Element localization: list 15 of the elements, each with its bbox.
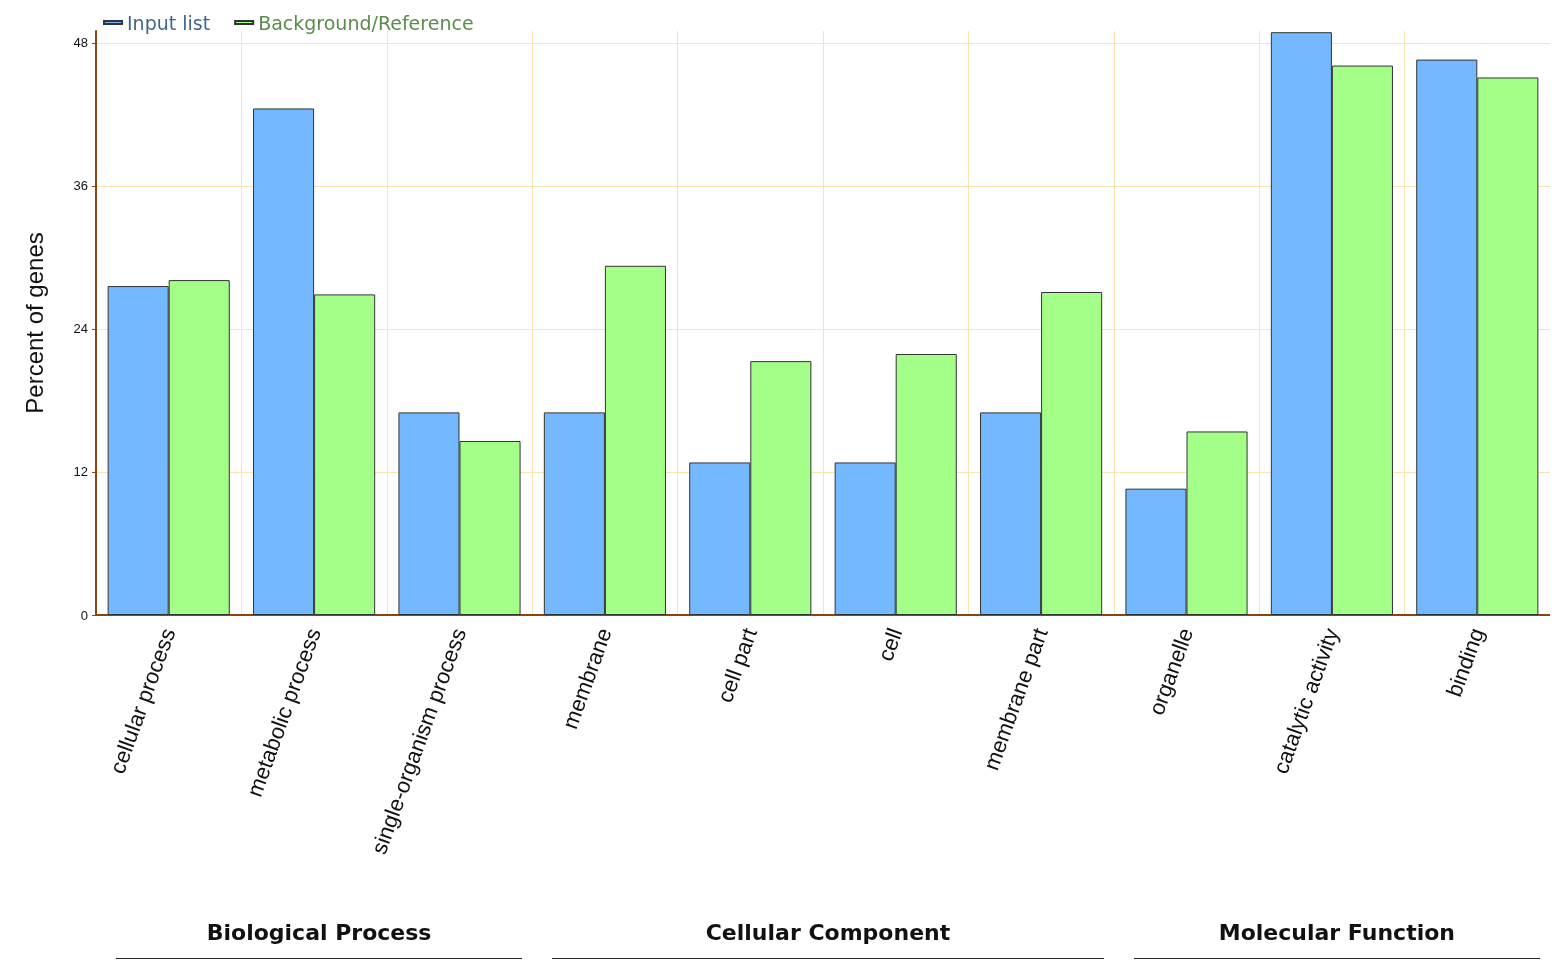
legend-label: Input list	[127, 11, 211, 34]
x-tick-label: catalytic activity	[1267, 624, 1344, 777]
text: Biological Process	[116, 920, 523, 959]
x-tick-label: cell	[872, 624, 908, 665]
y-tick-label: 36	[73, 178, 88, 194]
y-tick-label: 0	[80, 607, 88, 623]
y-tick-label: 12	[73, 464, 88, 480]
x-tick-label: cell part	[712, 624, 763, 706]
legend-label: Background/Reference	[258, 11, 474, 34]
y-tick-label: 48	[73, 35, 88, 51]
y-tick-label: 24	[73, 321, 88, 337]
y-axis-title: Percent of genes	[20, 232, 48, 414]
x-tick-label: cellular process	[104, 624, 181, 777]
text: Molecular Function	[1133, 920, 1540, 959]
text: Cellular Component	[552, 920, 1104, 959]
